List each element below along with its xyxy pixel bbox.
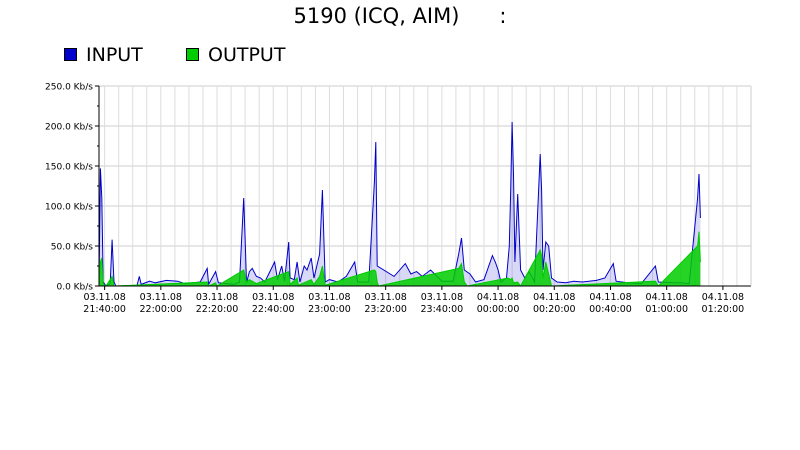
x-tick-time: 01:20:00 [702,304,745,315]
series-line-output [98,231,701,287]
x-tick-date: 04.11.08 [589,292,631,303]
x-tick-time: 00:20:00 [533,304,576,315]
chart-title-suffix: : [499,4,507,28]
x-tick-date: 03.11.08 [196,292,238,303]
chart-title: 5190 (ICQ, AIM): [0,4,800,28]
legend-label-output: OUTPUT [208,44,286,66]
legend-label-input: INPUT [86,44,143,66]
y-tick-label: 200.0 Kb/s [45,123,93,133]
chart-title-text: 5190 (ICQ, AIM) [293,4,460,28]
x-tick-date: 04.11.08 [646,292,688,303]
legend-swatch-input [64,48,77,61]
x-tick-time: 01:00:00 [645,304,688,315]
x-tick-date: 04.11.08 [533,292,575,303]
x-tick-time: 23:20:00 [364,304,407,315]
x-tick-date: 03.11.08 [252,292,294,303]
y-tick-label: 100.0 Kb/s [45,203,93,213]
y-tick-label: 50.0 Kb/s [51,243,94,253]
x-tick-time: 22:00:00 [139,304,182,315]
legend-swatch-output [186,48,199,61]
x-tick-time: 22:20:00 [196,304,239,315]
x-tick-time: 22:40:00 [252,304,295,315]
x-tick-date: 03.11.08 [83,292,125,303]
x-tick-time: 00:00:00 [477,304,520,315]
y-tick-label: 0.0 Kb/s [56,283,93,293]
x-tick-time: 21:40:00 [83,304,126,315]
x-tick-date: 03.11.08 [140,292,182,303]
x-tick-date: 03.11.08 [421,292,463,303]
series-line-input [98,121,701,287]
y-tick-label: 250.0 Kb/s [45,83,93,93]
x-tick-date: 03.11.08 [308,292,350,303]
x-tick-date: 04.11.08 [702,292,744,303]
x-tick-time: 23:40:00 [421,304,464,315]
y-tick-label: 150.0 Kb/s [45,163,93,173]
x-tick-date: 04.11.08 [477,292,519,303]
x-tick-time: 00:40:00 [589,304,632,315]
x-tick-date: 03.11.08 [364,292,406,303]
x-tick-time: 23:00:00 [308,304,351,315]
